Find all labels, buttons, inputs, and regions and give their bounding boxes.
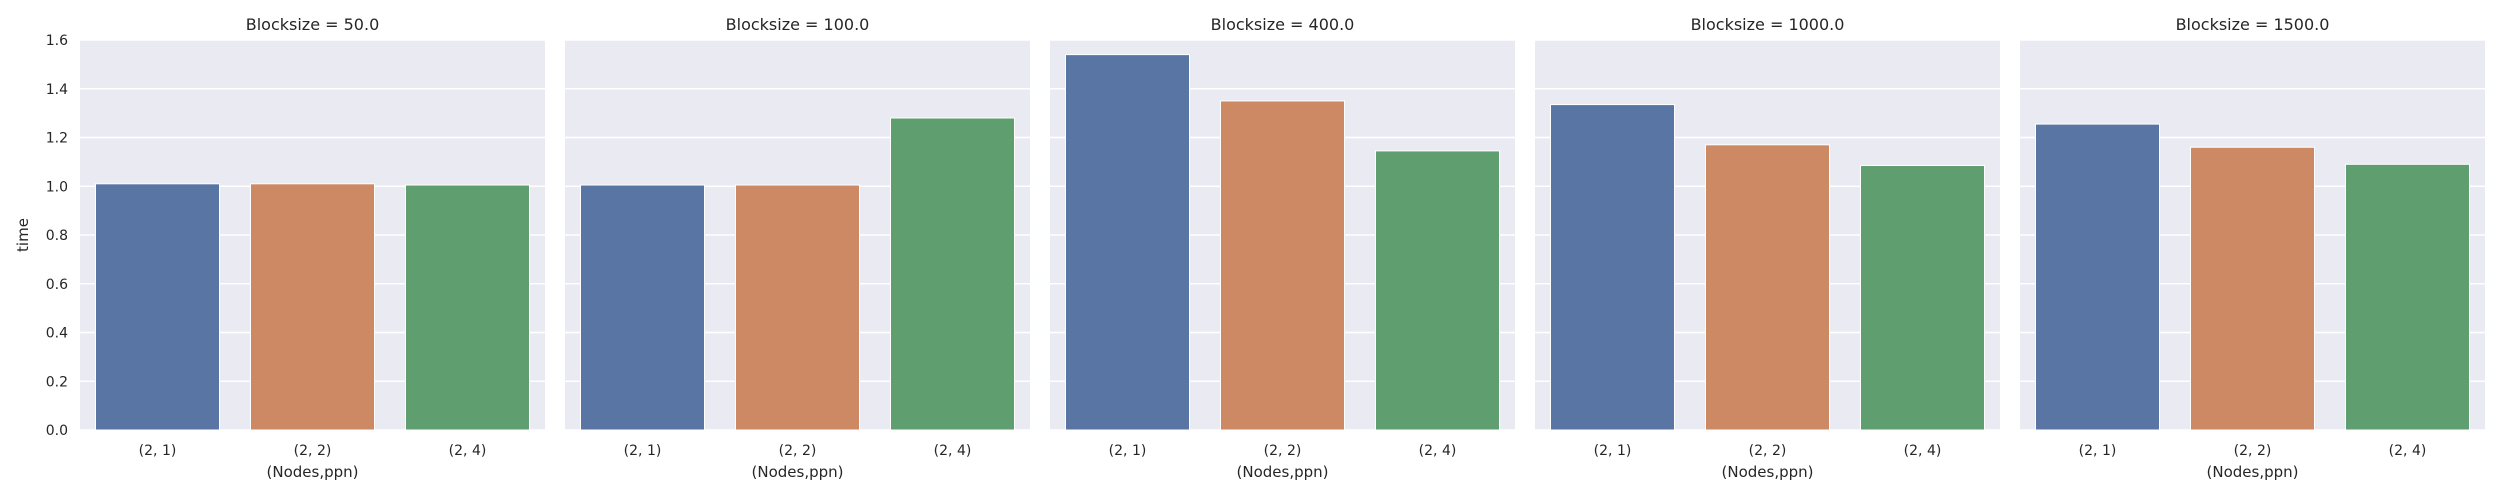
bar: [1860, 165, 1985, 431]
y-tick-label: 0.8: [46, 228, 68, 244]
bar: [1220, 100, 1345, 431]
y-tick-label: 0.2: [46, 374, 68, 390]
bar: [95, 183, 220, 431]
panel-title: Blocksize = 1500.0: [2176, 15, 2330, 34]
y-tick-label: 0.0: [46, 423, 68, 439]
bar: [1550, 104, 1675, 431]
x-tick-label: (2, 4): [1904, 443, 1942, 459]
x-tick-label: (2, 1): [624, 443, 662, 459]
x-tick-label: (2, 4): [449, 443, 487, 459]
x-tick-label: (2, 2): [294, 443, 332, 459]
y-axis-label: time: [14, 218, 32, 252]
bar: [405, 184, 530, 431]
bar: [890, 117, 1015, 431]
x-tick-label: (2, 2): [1264, 443, 1302, 459]
y-tick-label: 0.6: [46, 277, 68, 293]
x-axis-label: (Nodes,ppn): [752, 463, 844, 481]
x-tick-label: (2, 1): [1594, 443, 1632, 459]
x-tick-label: (2, 1): [1109, 443, 1147, 459]
x-tick-label: (2, 2): [2234, 443, 2272, 459]
panel-title: Blocksize = 1000.0: [1691, 15, 1845, 34]
y-tick-label: 0.4: [46, 326, 68, 342]
bar: [250, 183, 375, 431]
x-tick-label: (2, 2): [779, 443, 817, 459]
x-tick-label: (2, 1): [2079, 443, 2117, 459]
panel-title: Blocksize = 400.0: [1211, 15, 1355, 34]
bar: [1705, 144, 1830, 431]
x-tick-label: (2, 2): [1749, 443, 1787, 459]
y-tick-label: 1.6: [46, 33, 68, 49]
bar: [1065, 54, 1190, 431]
bar: [735, 184, 860, 431]
x-axis-label: (Nodes,ppn): [2207, 463, 2299, 481]
x-axis-label: (Nodes,ppn): [267, 463, 359, 481]
x-axis-label: (Nodes,ppn): [1722, 463, 1814, 481]
x-tick-label: (2, 4): [1419, 443, 1457, 459]
y-tick-label: 1.4: [46, 82, 68, 98]
bar: [2190, 146, 2315, 431]
panel-title: Blocksize = 100.0: [726, 15, 870, 34]
x-axis-label: (Nodes,ppn): [1237, 463, 1329, 481]
bar: [2035, 123, 2160, 431]
x-tick-label: (2, 4): [934, 443, 972, 459]
x-tick-label: (2, 4): [2389, 443, 2427, 459]
panel-title: Blocksize = 50.0: [246, 15, 380, 34]
bar: [2345, 163, 2470, 431]
y-tick-label: 1.0: [46, 179, 68, 195]
bar: [580, 184, 705, 431]
bar: [1375, 150, 1500, 431]
y-tick-label: 1.2: [46, 131, 68, 147]
x-tick-label: (2, 1): [139, 443, 177, 459]
